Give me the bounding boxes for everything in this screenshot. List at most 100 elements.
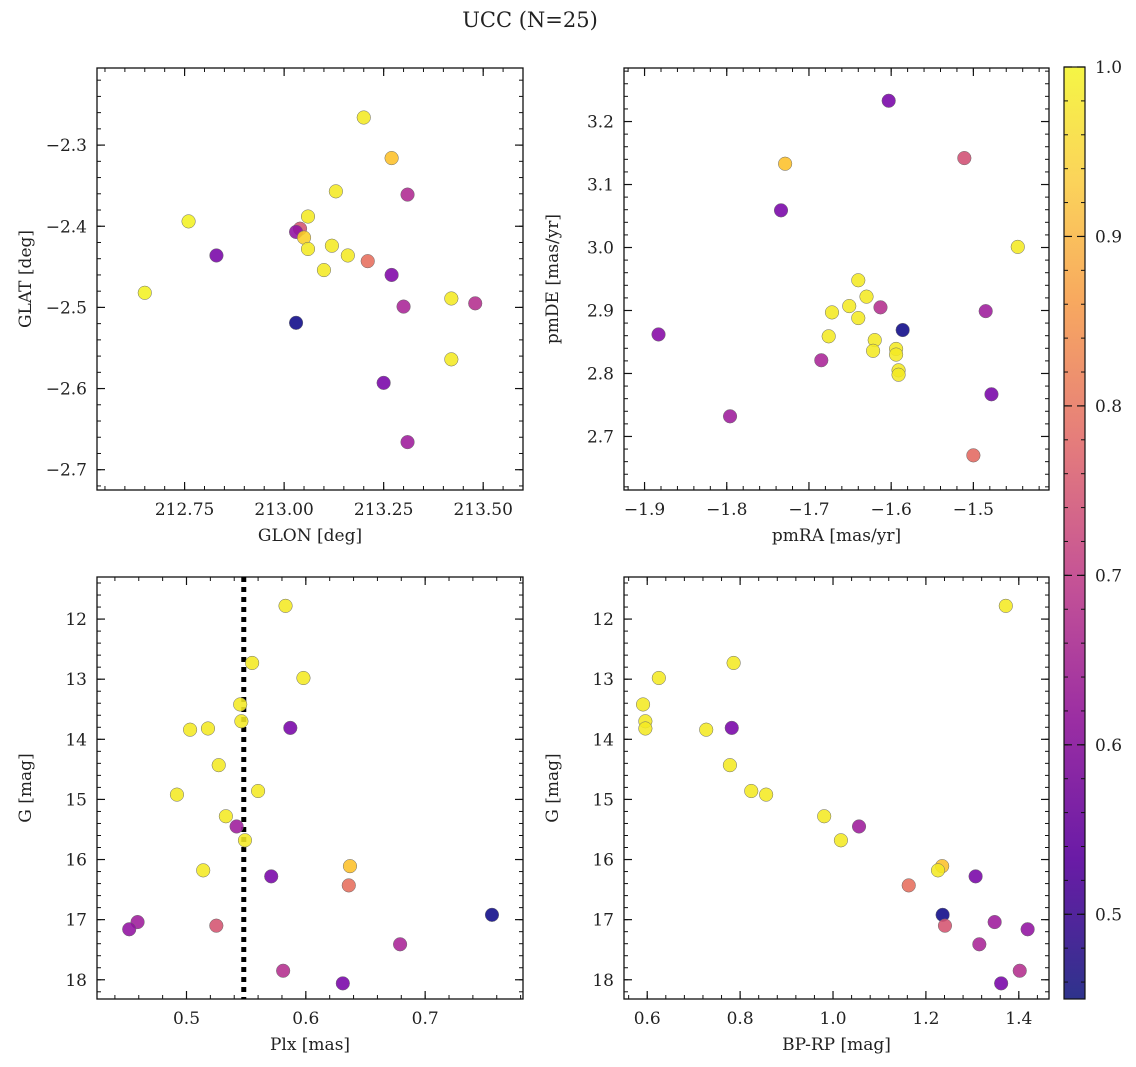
- scatter-point: [699, 722, 714, 737]
- scatter-point: [851, 311, 866, 326]
- scatter-point: [726, 655, 741, 671]
- y-tick-label: −2.6: [46, 380, 87, 400]
- x-tick-label: 212.75: [155, 500, 214, 520]
- y-tick-label: 15: [65, 790, 87, 810]
- scatter-point: [384, 267, 399, 282]
- scatter-point: [181, 214, 196, 229]
- y-tick-label: 2.9: [587, 301, 614, 321]
- scatter-point: [278, 598, 293, 613]
- scatter-point: [376, 375, 391, 390]
- x-tick-label: −1.6: [871, 500, 912, 520]
- x-axis-label: GLON [deg]: [258, 526, 362, 546]
- scatter-point: [651, 670, 666, 686]
- scatter-point: [1010, 239, 1025, 254]
- scatter-point: [396, 299, 411, 314]
- scatter-point: [251, 783, 266, 799]
- scatter-point: [229, 819, 244, 834]
- axes-frame: [623, 576, 1050, 1000]
- scatter-point: [817, 809, 832, 824]
- x-axis-label: Plx [mas]: [270, 1035, 350, 1055]
- scatter-point: [237, 833, 253, 848]
- scatter-point: [957, 151, 972, 166]
- y-tick-label: 15: [592, 790, 614, 810]
- scatter-point: [994, 976, 1009, 991]
- scatter-point: [901, 878, 916, 893]
- y-tick-label: 13: [65, 670, 87, 690]
- colorbar-gradient: [1063, 66, 1086, 1000]
- scatter-point: [209, 918, 224, 933]
- scatter-point: [972, 937, 987, 952]
- scatter-point: [400, 187, 415, 202]
- scatter-point: [842, 299, 857, 314]
- scatter-point: [744, 783, 759, 799]
- y-tick-label: −2.5: [46, 298, 87, 318]
- scatter-point: [881, 93, 896, 108]
- scatter-point: [233, 697, 248, 712]
- panel-bprp-g: 0.6 0.8 1.0 1.2 1.4 12 13 14 15 16 17 18 BP-RP [mag]…: [543, 576, 1050, 1055]
- scatter-point: [283, 720, 298, 735]
- x-tick-label: −1.5: [953, 500, 994, 520]
- figure-title: UCC (N=25): [462, 8, 598, 32]
- scatter-point: [987, 915, 1002, 930]
- axes-frame: [623, 67, 1050, 491]
- y-tick-label: 12: [65, 610, 87, 630]
- scatter-point: [384, 151, 399, 166]
- scatter-point: [484, 907, 500, 922]
- scatter-point: [889, 347, 904, 362]
- scatter-point: [400, 435, 415, 450]
- panel-glon-glat: 212.75 213.00 213.25 213.50 −2.3 −2.4 −2.5 −2.6…: [16, 67, 524, 546]
- scatter-point: [859, 289, 874, 304]
- scatter-point: [937, 918, 953, 933]
- scatter-point: [340, 248, 355, 263]
- y-axis-label: G [mag]: [16, 753, 36, 822]
- scatter-point: [316, 263, 331, 278]
- scatter-point: [891, 367, 906, 382]
- scatter-point: [724, 720, 739, 735]
- scatter-point: [341, 878, 356, 893]
- x-tick-label: 213.25: [354, 500, 413, 520]
- x-tick-label: 1.0: [819, 1009, 846, 1029]
- scatter-point: [300, 241, 316, 257]
- scatter-point: [851, 819, 867, 834]
- scatter-point: [335, 976, 350, 991]
- scatter-point: [218, 809, 233, 824]
- y-axis-label: pmDE [mas/yr]: [543, 214, 563, 344]
- y-tick-label: 2.8: [587, 364, 614, 384]
- x-tick-label: 1.2: [912, 1009, 939, 1029]
- scatter-point: [324, 238, 339, 253]
- scatter-point: [635, 697, 651, 712]
- scatter-point: [169, 787, 184, 802]
- scatter-point: [778, 156, 793, 171]
- y-tick-label: 12: [592, 610, 614, 630]
- y-axis-label: G [mag]: [543, 753, 563, 822]
- y-tick-label: 18: [65, 971, 87, 991]
- x-tick-label: 1.4: [1005, 1009, 1032, 1029]
- colorbar-tick-label: 0.8: [1095, 397, 1122, 417]
- scatter-point: [866, 343, 881, 358]
- colorbar-tick-label: 0.9: [1095, 227, 1122, 247]
- scatter-point: [393, 937, 408, 952]
- scatter-point: [196, 863, 211, 878]
- scatter-point: [300, 209, 316, 224]
- x-tick-label: 0.6: [292, 1009, 319, 1029]
- y-tick-label: −2.4: [46, 217, 87, 237]
- panel-pmra-pmde: −1.9 −1.8 −1.7 −1.6 −1.5 2.7 2.8 2.9 3.0 3.1 3.2 pm…: [543, 67, 1050, 546]
- scatter-point: [1020, 922, 1035, 937]
- scatter-point: [759, 787, 774, 802]
- scatter-point: [722, 758, 737, 773]
- scatter-point: [930, 863, 946, 878]
- x-axis-label: BP-RP [mag]: [782, 1035, 891, 1055]
- scatter-point: [851, 273, 866, 288]
- scatter-point: [183, 722, 198, 737]
- scatter-point: [984, 387, 999, 402]
- y-tick-label: −2.7: [46, 461, 87, 481]
- y-tick-label: 16: [65, 851, 87, 871]
- x-tick-label: −1.8: [706, 500, 747, 520]
- scatter-point: [651, 327, 666, 342]
- scatter-point: [296, 670, 311, 686]
- scatter-point: [638, 721, 653, 736]
- scatter-point: [234, 714, 249, 729]
- x-tick-label: 0.8: [727, 1009, 754, 1029]
- scatter-point: [833, 833, 848, 848]
